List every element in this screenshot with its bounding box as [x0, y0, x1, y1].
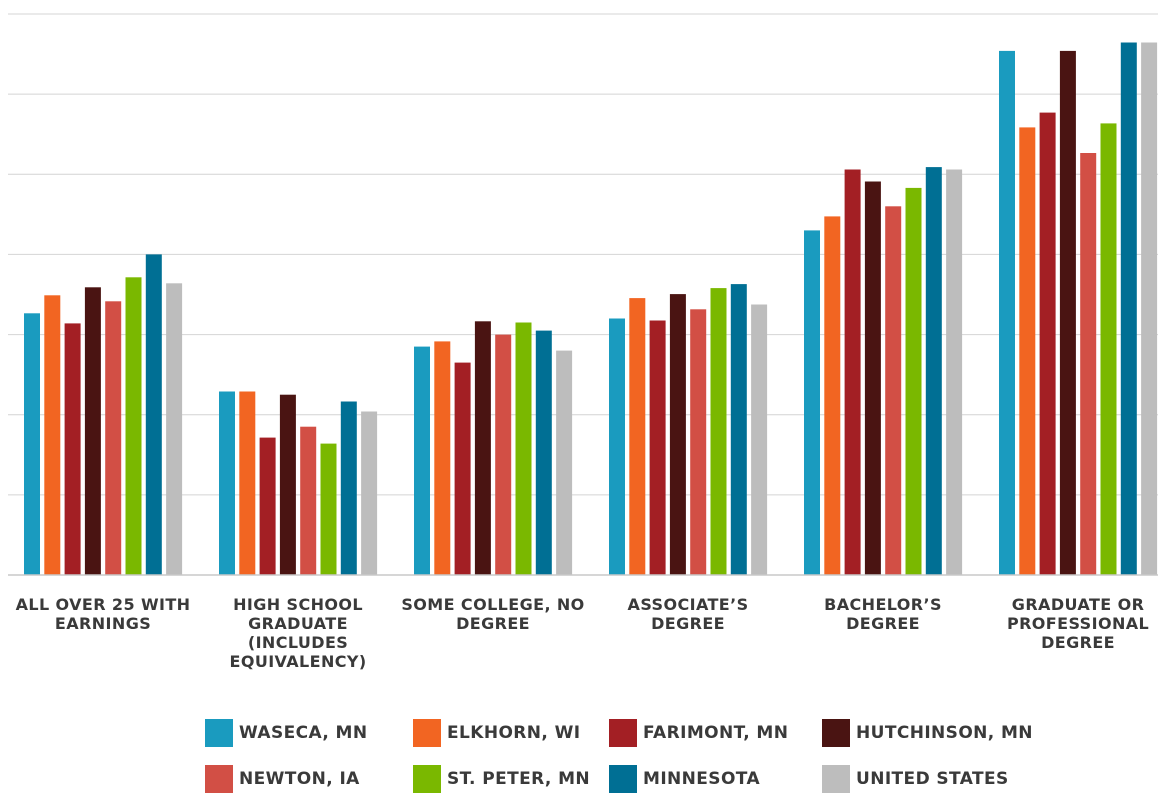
- bar: [999, 51, 1015, 575]
- bar: [946, 170, 962, 576]
- bar: [804, 230, 820, 575]
- category-label: GRADUATE OR PROFESSIONAL DEGREE: [983, 595, 1158, 652]
- bar: [1060, 51, 1076, 575]
- bar: [166, 283, 182, 575]
- bar: [845, 170, 861, 576]
- bar: [260, 438, 276, 575]
- category-label: BACHELOR’S DEGREE: [788, 595, 978, 633]
- bar: [24, 313, 40, 575]
- bar: [475, 321, 491, 575]
- bar: [361, 412, 377, 576]
- bar: [629, 298, 645, 575]
- bar: [321, 444, 337, 575]
- bar: [105, 301, 121, 575]
- bar: [1080, 153, 1096, 575]
- bar: [731, 284, 747, 575]
- bar: [609, 319, 625, 576]
- bar: [711, 288, 727, 575]
- bar: [414, 347, 430, 575]
- bar: [126, 277, 142, 575]
- bar: [219, 392, 235, 576]
- bar: [1019, 127, 1035, 575]
- category-label: ASSOCIATE’S DEGREE: [593, 595, 783, 633]
- bar: [1141, 43, 1157, 576]
- bar: [865, 182, 881, 576]
- bar: [906, 188, 922, 575]
- bar: [926, 167, 942, 575]
- category-label: SOME COLLEGE, NO DEGREE: [398, 595, 588, 633]
- bar: [280, 395, 296, 575]
- bar: [65, 323, 81, 575]
- bar: [239, 392, 255, 576]
- bar: [885, 206, 901, 575]
- bar: [146, 254, 162, 575]
- bar: [1121, 43, 1137, 576]
- bar: [455, 363, 471, 575]
- bar: [556, 351, 572, 575]
- bar: [44, 295, 60, 575]
- bar: [85, 287, 101, 575]
- bar: [434, 341, 450, 575]
- bar: [516, 323, 532, 576]
- bar: [751, 305, 767, 576]
- bar: [495, 335, 511, 575]
- bar: [650, 321, 666, 576]
- bar: [1040, 113, 1056, 575]
- bar: [670, 294, 686, 575]
- bar: [341, 402, 357, 576]
- category-label: ALL OVER 25 WITH EARNINGS: [8, 595, 198, 633]
- bar: [300, 427, 316, 575]
- bar: [1101, 123, 1117, 575]
- bar: [824, 216, 840, 575]
- bar: [690, 309, 706, 575]
- category-label: HIGH SCHOOL GRADUATE (INCLUDES EQUIVALEN…: [203, 595, 393, 671]
- bar: [536, 331, 552, 575]
